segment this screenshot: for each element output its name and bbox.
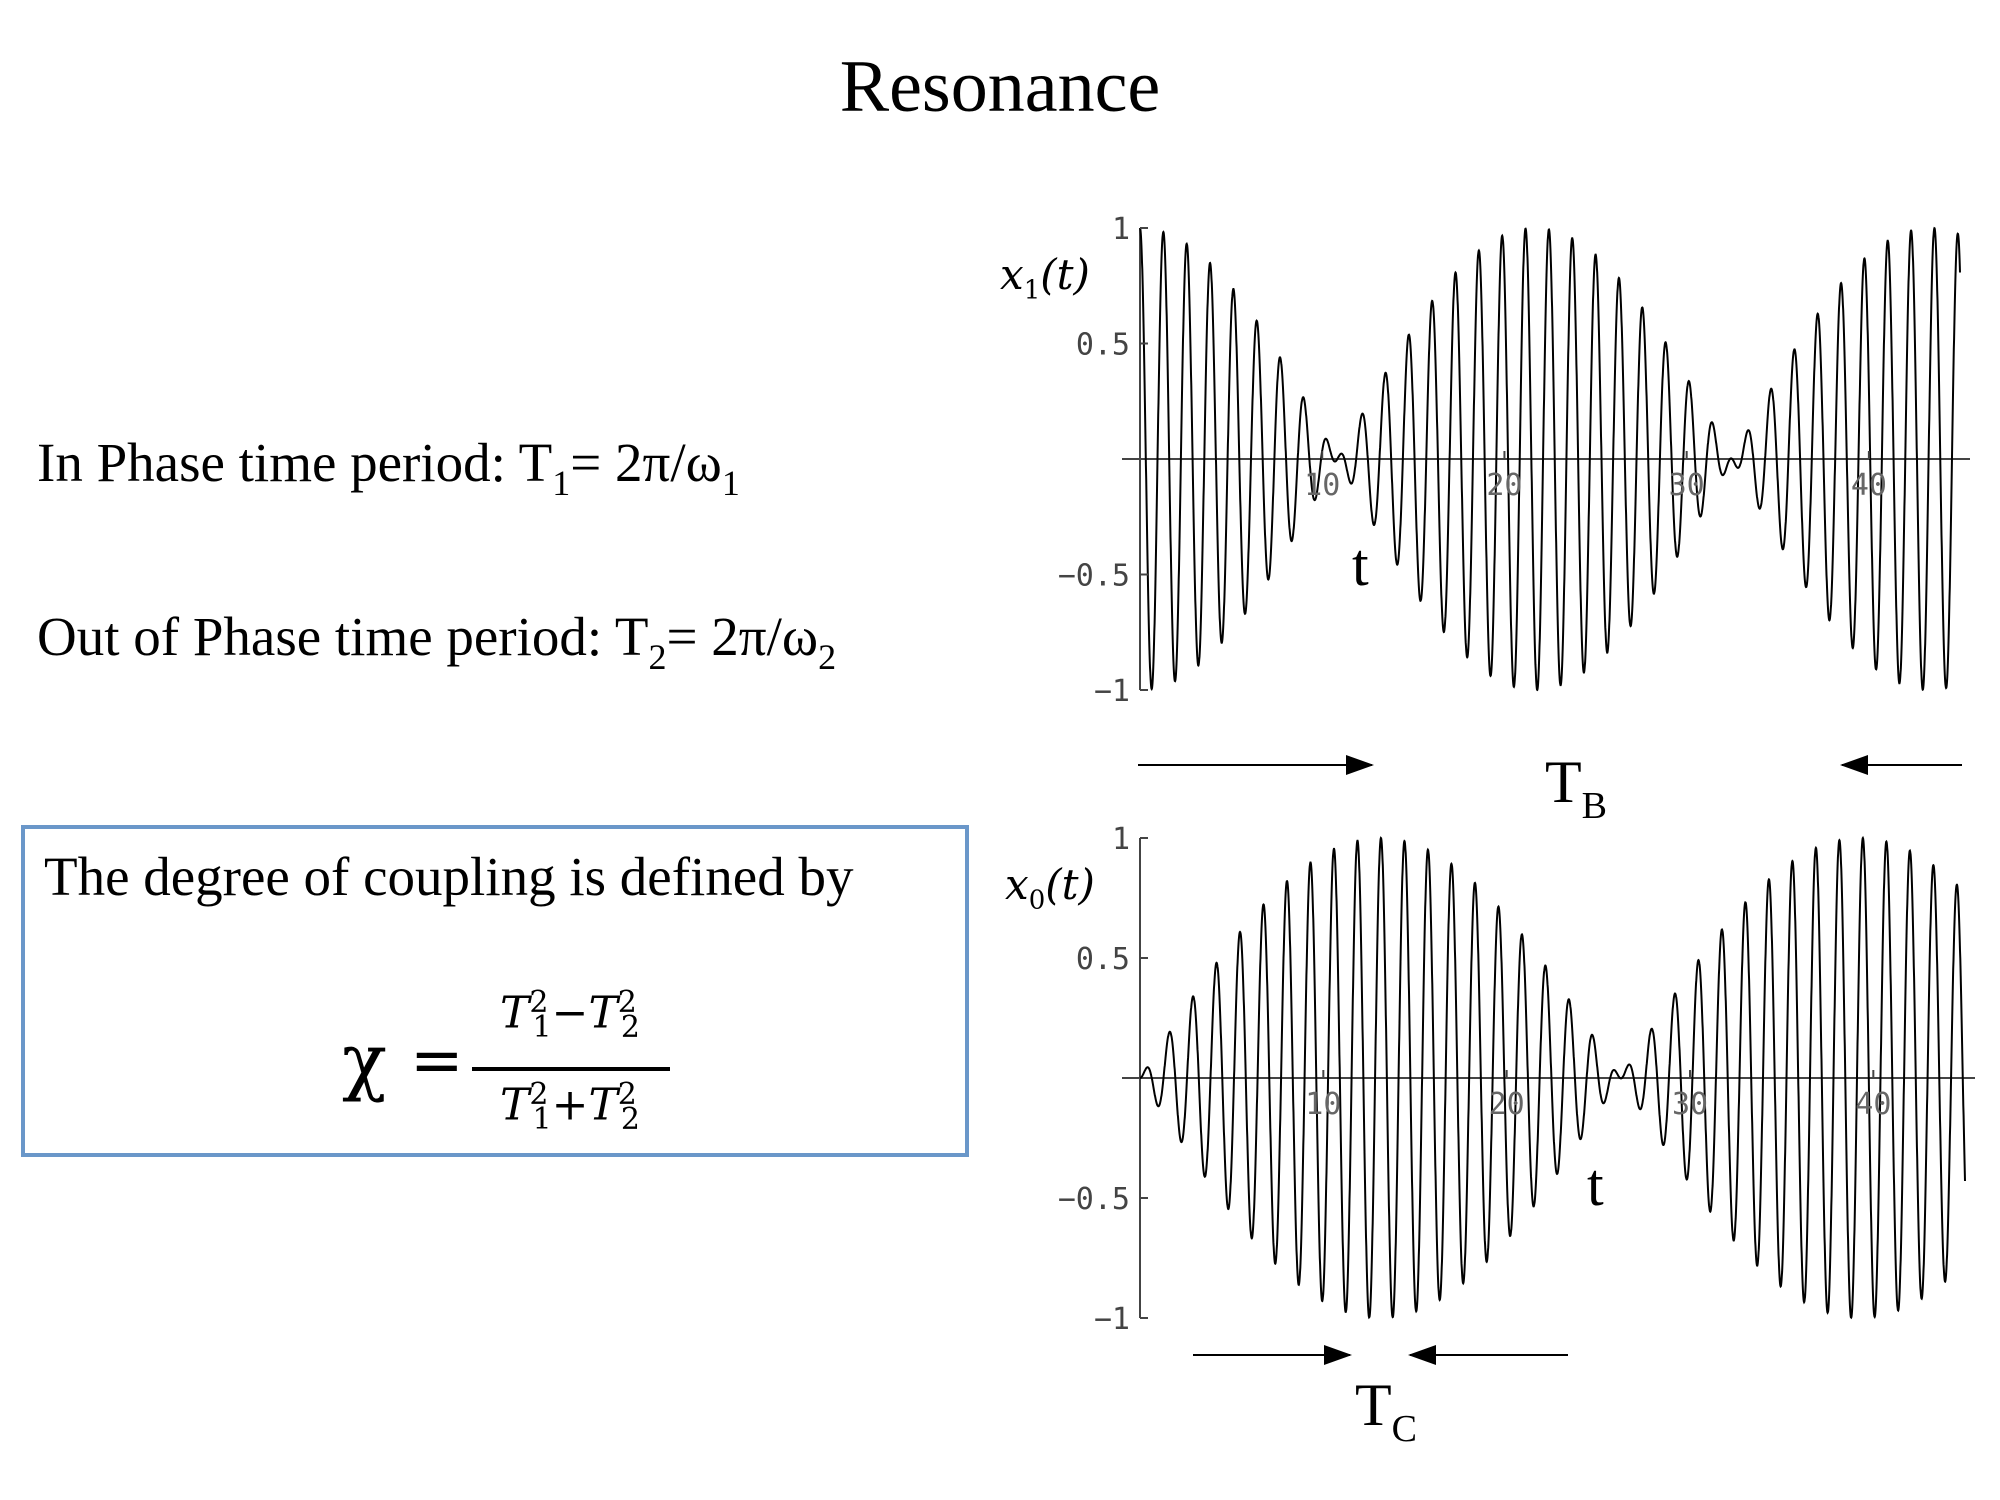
y-tick-label: −0.5 <box>1058 559 1130 594</box>
chi-symbol: χ <box>342 1018 387 1104</box>
x-tick-label: 40 <box>1851 468 1887 503</box>
out-of-phase-period-text: Out of Phase time period: T2= 2π/ω2 <box>37 606 837 677</box>
x-tick-label: 10 <box>1304 468 1340 503</box>
beat-period-label: TB <box>1545 749 1608 827</box>
formula-numerator: T21−T22 <box>500 985 640 1046</box>
plot-x0-axes <box>1122 838 1975 1318</box>
y-tick-label: −0.5 <box>1058 1182 1130 1217</box>
fraction-bar <box>472 1067 670 1071</box>
coupling-definition-text: The degree of coupling is defined by <box>44 846 854 907</box>
y-tick-label: 0.5 <box>1076 328 1130 363</box>
y-tick-label: 1 <box>1112 212 1130 247</box>
y-tick-label: −1 <box>1094 674 1130 709</box>
y-tick-label: −1 <box>1094 1302 1130 1337</box>
plot-x1-xlabel: t <box>1352 532 1369 598</box>
plot-x0-xlabel: t <box>1587 1152 1604 1218</box>
coupling-definition-box <box>21 825 969 1157</box>
x-tick-label: 30 <box>1669 468 1705 503</box>
plot-x0-ylabel: x0(t) <box>1005 860 1095 916</box>
formula-denominator: T21+T22 <box>500 1077 640 1138</box>
plot-x1-ylabel: x1(t) <box>1000 250 1090 306</box>
y-tick-label: 1 <box>1112 822 1130 857</box>
x-tick-label: 20 <box>1486 468 1522 503</box>
plot-x1-curve <box>1139 226 1961 692</box>
x-tick-label: 20 <box>1489 1087 1525 1122</box>
coupling-period-label: TC <box>1355 1372 1418 1450</box>
coupling-formula: χ = T21−T22 T21+T22 <box>330 985 730 1155</box>
plot-x0-curve <box>1139 835 1966 1320</box>
x-tick-label: 30 <box>1672 1087 1708 1122</box>
equals-sign: = <box>410 1024 464 1098</box>
x-tick-label: 10 <box>1305 1087 1341 1122</box>
y-tick-label: 0.5 <box>1076 942 1130 977</box>
x-tick-label: 40 <box>1855 1087 1891 1122</box>
in-phase-period-text: In Phase time period: T1= 2π/ω1 <box>37 432 740 503</box>
slide-title: Resonance <box>839 46 1161 128</box>
